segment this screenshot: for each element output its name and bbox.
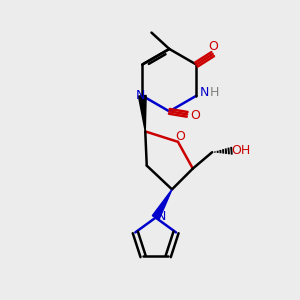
Text: N: N bbox=[200, 86, 209, 99]
Text: N: N bbox=[156, 210, 166, 223]
Polygon shape bbox=[152, 189, 172, 220]
Text: OH: OH bbox=[232, 144, 251, 157]
Text: O: O bbox=[176, 130, 185, 143]
Text: O: O bbox=[190, 109, 200, 122]
Text: H: H bbox=[209, 86, 219, 99]
Text: O: O bbox=[208, 40, 218, 52]
Text: N: N bbox=[136, 89, 146, 102]
Polygon shape bbox=[138, 95, 146, 131]
